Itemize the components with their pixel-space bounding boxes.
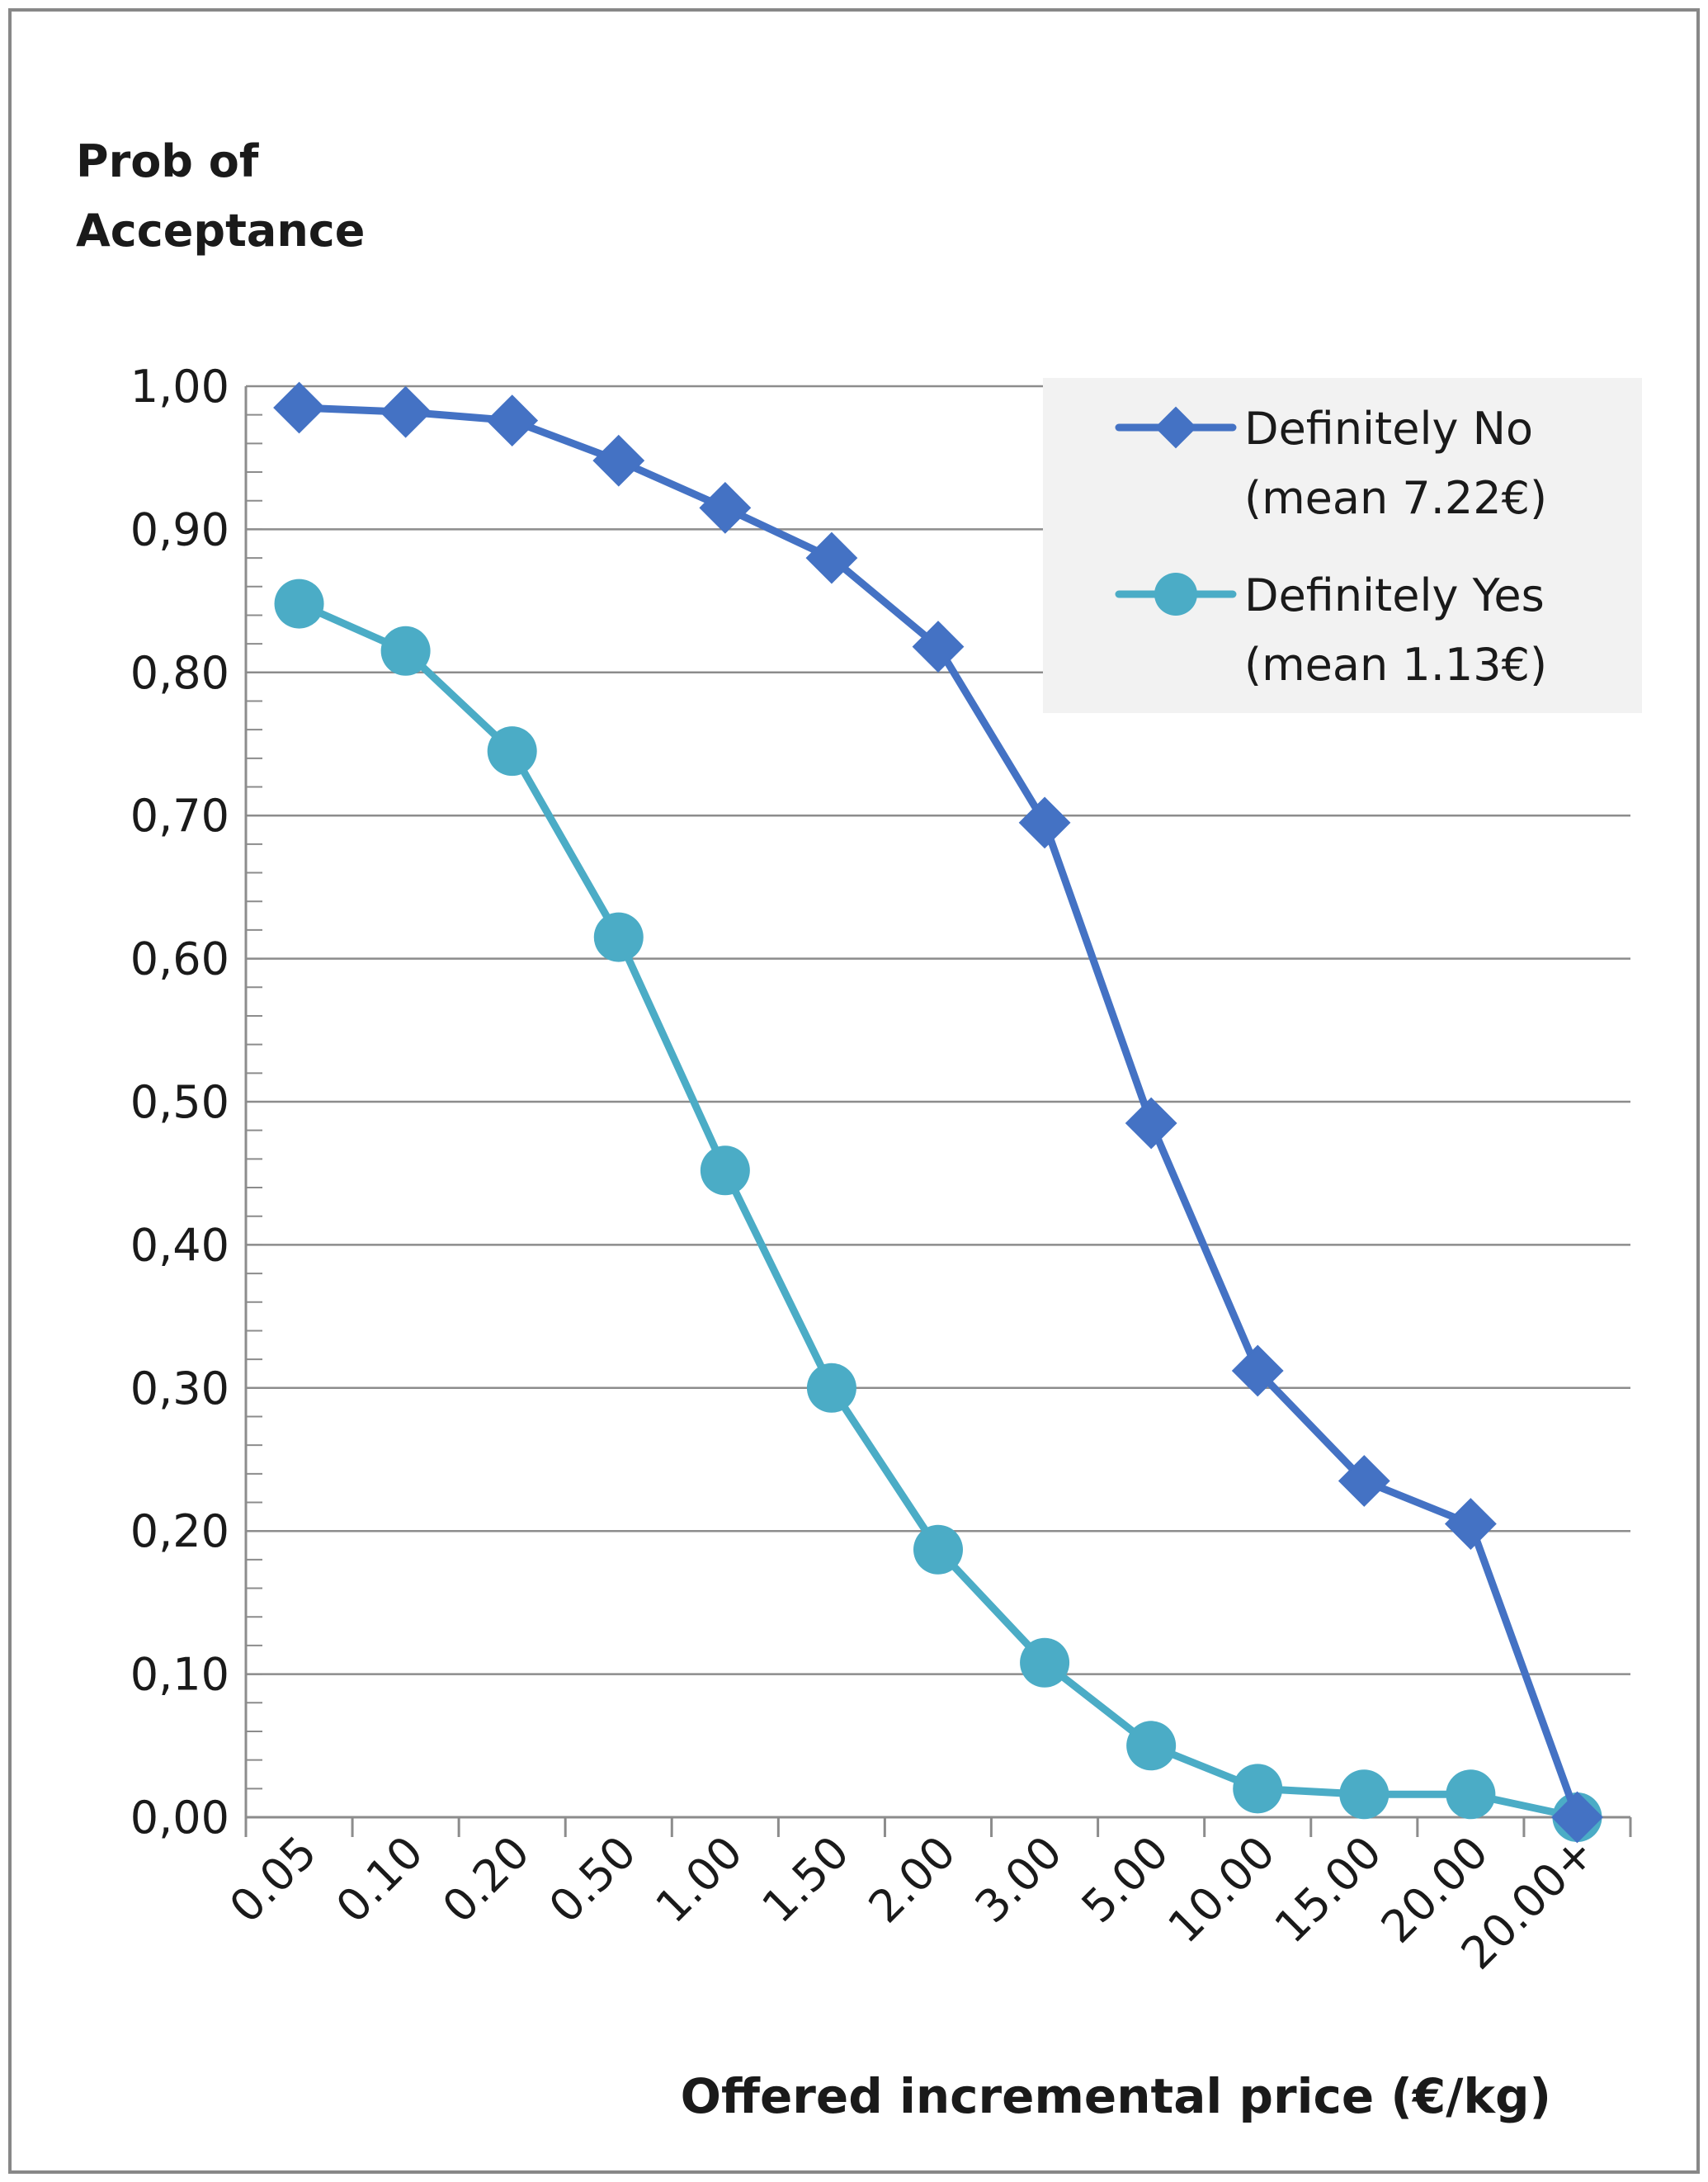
data-point-diamond <box>1125 1097 1177 1150</box>
data-point-circle <box>380 626 431 676</box>
y-tick-label: 0,60 <box>130 933 229 985</box>
data-point-diamond <box>486 394 539 447</box>
legend-label: Definitely Yes <box>1244 569 1545 621</box>
data-point-circle <box>274 579 324 629</box>
data-point-diamond <box>1338 1455 1390 1507</box>
data-point-circle <box>806 1363 856 1413</box>
legend-entries: Definitely No (mean 7.22€) Definitely Yes (… <box>1115 403 1547 691</box>
y-tick-label: 0,00 <box>130 1792 229 1844</box>
series <box>273 381 1603 1844</box>
data-point-circle <box>1233 1764 1283 1814</box>
y-tick-label: 0,20 <box>130 1505 229 1557</box>
data-point-diamond <box>273 381 325 434</box>
data-point-circle <box>487 726 537 777</box>
data-point-diamond <box>380 385 432 438</box>
data-point-diamond <box>699 481 752 534</box>
y-tick-label: 0,70 <box>130 790 229 842</box>
axes <box>244 385 1632 1837</box>
data-point-circle <box>1020 1637 1070 1688</box>
data-point-circle <box>1154 573 1197 616</box>
legend: Definitely No (mean 7.22€) Definitely Yes (… <box>1043 378 1642 713</box>
y-tick-label: 0,80 <box>130 647 229 699</box>
data-point-circle <box>1126 1721 1177 1771</box>
y-tick-label: 1,00 <box>130 361 229 413</box>
data-point-circle <box>1339 1769 1390 1820</box>
data-point-diamond <box>1154 406 1197 449</box>
data-point-diamond <box>912 621 965 673</box>
data-point-circle <box>700 1145 750 1196</box>
data-point-diamond <box>805 531 858 584</box>
data-point-circle <box>593 912 644 962</box>
data-point-diamond <box>1018 796 1071 849</box>
y-tick-label: 0,40 <box>130 1219 229 1271</box>
y-tick-label: 0,50 <box>130 1076 229 1128</box>
y-tick-label: 0,30 <box>130 1363 229 1415</box>
data-point-circle <box>913 1524 963 1575</box>
legend-background <box>1043 378 1642 713</box>
data-point-diamond <box>592 434 645 487</box>
data-point-diamond <box>1444 1498 1497 1550</box>
legend-label: (mean 7.22€) <box>1244 472 1547 524</box>
y-tick-label: 0,10 <box>130 1649 229 1701</box>
y-tick-label: 0,90 <box>130 503 229 555</box>
y-axis-title-line-2: Acceptance <box>76 205 365 257</box>
y-axis-title-line-1: Prob of <box>76 135 259 187</box>
data-point-diamond <box>1551 1791 1603 1844</box>
data-point-circle <box>1446 1769 1496 1820</box>
legend-label: (mean 1.13€) <box>1244 639 1547 691</box>
data-point-diamond <box>1231 1344 1284 1397</box>
chart-border <box>8 8 1700 2174</box>
legend-label: Definitely No <box>1244 403 1533 455</box>
y-tick-labels: 0,00 0,10 0,20 0,30 0,40 0,50 0,60 0,70 0,80 0,90… <box>130 361 229 1844</box>
gridlines <box>246 385 1630 1675</box>
x-axis-title: Offered incremental price (€/kg) <box>681 2068 1551 2124</box>
